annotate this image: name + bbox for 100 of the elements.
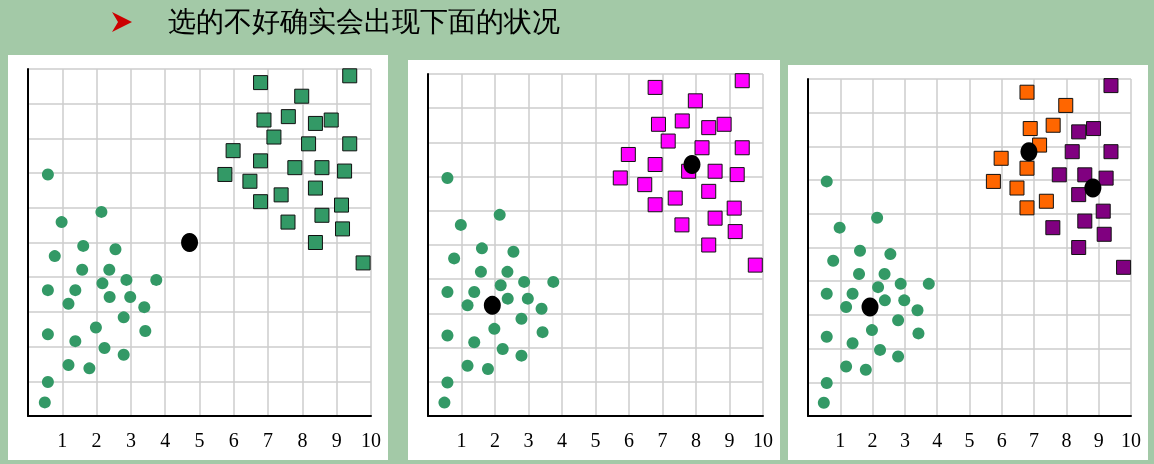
point: [1116, 259, 1132, 275]
point: [280, 214, 296, 230]
x-tick-label: 3: [899, 429, 910, 451]
point: [242, 173, 258, 189]
x-tick-label: 5: [194, 429, 205, 451]
point: [894, 277, 907, 290]
point: [103, 290, 116, 303]
point: [41, 328, 54, 341]
point: [1019, 200, 1035, 216]
point: [820, 376, 833, 389]
chart-title: 选的不好确实会出现下面的状况: [168, 5, 560, 39]
point: [1086, 121, 1102, 137]
x-tick-label: 1: [456, 429, 467, 451]
point: [846, 287, 859, 300]
x-tick-label: 9: [724, 429, 735, 451]
point: [911, 304, 924, 317]
point: [301, 136, 317, 152]
x-tick-label: 7: [1029, 429, 1040, 451]
point: [307, 115, 323, 131]
x-tick-label: 10: [753, 429, 773, 451]
point: [515, 312, 528, 325]
point: [865, 324, 878, 337]
point: [1077, 167, 1093, 183]
point: [335, 221, 351, 237]
point: [547, 275, 560, 288]
point: [701, 237, 717, 253]
x-tick-label: 8: [691, 429, 701, 451]
point: [853, 267, 866, 280]
point: [726, 200, 742, 216]
point: [55, 216, 68, 229]
point: [501, 265, 514, 278]
point: [441, 329, 454, 342]
point: [41, 375, 54, 388]
point: [1103, 144, 1119, 160]
point: [481, 363, 494, 376]
point: [287, 160, 303, 176]
point: [1064, 144, 1080, 160]
point: [501, 292, 514, 305]
point: [683, 155, 701, 175]
point: [647, 197, 663, 213]
point: [912, 327, 925, 340]
point: [225, 143, 241, 159]
point: [139, 324, 152, 337]
point: [461, 299, 474, 312]
point: [985, 173, 1001, 189]
point: [861, 297, 879, 317]
point: [716, 116, 732, 132]
point: [884, 248, 897, 261]
point: [892, 314, 905, 327]
point: [117, 348, 130, 361]
point: [1095, 203, 1111, 219]
point: [1103, 78, 1119, 94]
point: [96, 277, 109, 290]
point: [1058, 97, 1074, 113]
point: [1009, 180, 1025, 196]
point: [475, 242, 488, 255]
point: [138, 301, 151, 314]
point: [874, 343, 887, 356]
x-tick-label: 7: [657, 429, 668, 451]
point: [69, 284, 82, 297]
point: [820, 175, 833, 188]
point: [1051, 167, 1067, 183]
point: [1019, 160, 1035, 176]
point: [993, 150, 1009, 166]
point: [729, 167, 745, 183]
point: [355, 255, 371, 271]
x-tick-label: 2: [867, 429, 878, 451]
point: [48, 250, 61, 263]
point: [342, 68, 358, 84]
point: [41, 284, 54, 297]
point: [687, 93, 703, 109]
point: [1071, 124, 1087, 140]
point: [256, 112, 272, 128]
x-tick-label: 4: [160, 429, 171, 451]
point: [521, 292, 534, 305]
point: [727, 224, 743, 240]
x-tick-label: 9: [1093, 429, 1104, 451]
point: [181, 233, 199, 252]
point: [840, 360, 853, 373]
point: [734, 140, 750, 156]
x-tick-label: 4: [932, 429, 943, 451]
x-tick-label: 8: [1061, 429, 1072, 451]
point: [707, 163, 723, 179]
point: [314, 160, 330, 176]
point: [817, 396, 830, 409]
point: [747, 257, 763, 273]
point: [647, 79, 663, 95]
point: [827, 254, 840, 267]
point: [109, 243, 122, 256]
point: [468, 336, 481, 349]
x-tick-label: 5: [590, 429, 601, 451]
x-tick-label: 1: [835, 429, 846, 451]
point: [734, 73, 750, 89]
x-tick-label: 6: [996, 429, 1007, 451]
x-tick-label: 4: [557, 429, 567, 451]
point: [103, 263, 116, 276]
point: [854, 244, 866, 257]
point: [1045, 220, 1061, 236]
point: [253, 194, 269, 210]
point: [922, 277, 935, 290]
